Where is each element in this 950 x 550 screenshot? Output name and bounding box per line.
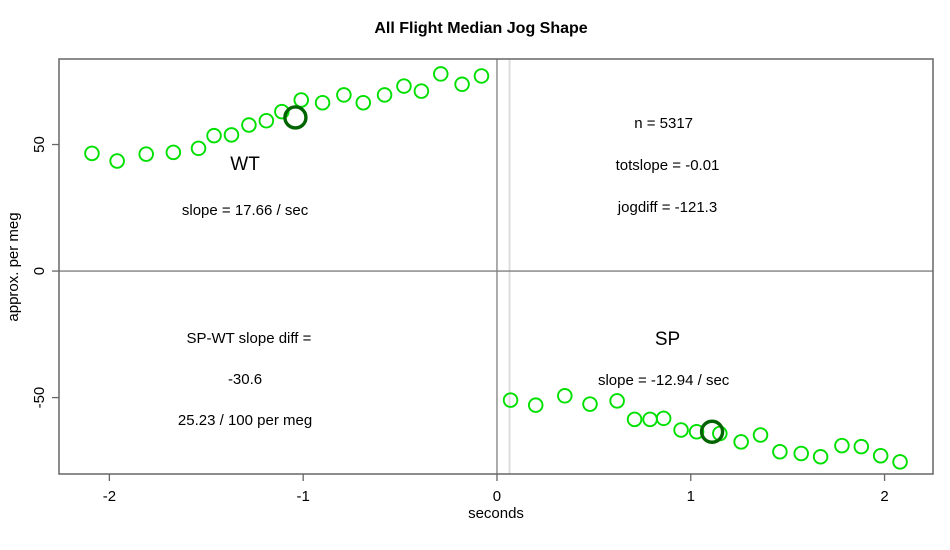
x-tick-label: -2 <box>103 488 116 505</box>
data-point-wt <box>84 145 100 162</box>
annotation-stat: slope = 17.66 / sec <box>182 202 309 219</box>
annotation-group-label: SP <box>655 329 680 350</box>
data-point-sp <box>688 423 705 440</box>
annotation-stat: 25.23 / 100 per meg <box>178 412 312 429</box>
data-point-wt <box>473 68 490 84</box>
x-tick-label: 2 <box>880 488 888 505</box>
y-tick-label: -50 <box>31 387 48 409</box>
data-point-wt <box>223 127 240 143</box>
data-point-wt <box>413 83 430 99</box>
data-point-sp <box>853 438 870 455</box>
annotation-stat: totslope = -0.01 <box>616 157 720 174</box>
data-point-wt <box>165 144 182 161</box>
data-point-sp <box>752 427 769 443</box>
data-point-sp <box>772 443 788 460</box>
data-point-wt <box>241 117 257 133</box>
data-point-sp <box>812 449 829 465</box>
data-point-sp <box>557 388 573 404</box>
data-point-wt <box>355 95 372 111</box>
data-point-sp <box>626 411 643 428</box>
data-point-wt <box>293 92 309 108</box>
data-point-wt <box>396 78 412 94</box>
y-tick-label: 0 <box>31 267 48 275</box>
data-point-sp <box>793 445 809 462</box>
data-point-sp <box>733 434 749 450</box>
data-point-wt <box>206 127 222 144</box>
data-point-wt <box>190 140 207 157</box>
data-point-sp <box>582 396 598 412</box>
data-point-wt <box>314 95 331 111</box>
data-point-sp <box>655 410 672 427</box>
plot-area: -2 -1 0 1 2 -50 0 50 WT slope = 17.66 / sec n = 53… <box>31 58 934 505</box>
data-point-wt <box>258 112 275 129</box>
y-axis-label: approx. per meg <box>5 212 22 321</box>
data-point-sp <box>502 392 519 408</box>
data-point-sp <box>872 448 889 464</box>
data-point-sp <box>892 454 908 470</box>
data-point-sp <box>673 422 689 438</box>
chart-title: All Flight Median Jog Shape <box>374 20 587 37</box>
annotation-stat: -30.6 <box>228 371 262 388</box>
x-tick-label: -1 <box>297 488 310 505</box>
data-point-wt <box>454 76 470 93</box>
highlight-point-wt <box>283 105 308 130</box>
data-point-sp <box>527 397 544 413</box>
data-point-wt <box>376 87 393 103</box>
data-point-wt <box>138 146 154 162</box>
data-point-sp <box>642 411 658 428</box>
x-axis-label: seconds <box>468 505 524 522</box>
data-point-wt <box>433 66 449 82</box>
plot-frame <box>58 58 934 475</box>
highlight-point-sp <box>699 419 725 444</box>
x-tick-label: 1 <box>687 488 695 505</box>
x-tick-label: 0 <box>493 488 501 505</box>
data-point-wt <box>109 153 125 169</box>
data-point-sp <box>609 393 625 409</box>
y-tick-label: 50 <box>31 136 48 153</box>
annotation-group-label: WT <box>230 154 260 175</box>
data-point-sp <box>834 437 850 454</box>
annotation-stat: jogdiff = -121.3 <box>617 199 717 216</box>
annotation-stat: SP-WT slope diff = <box>186 330 311 347</box>
annotation-stat: slope = -12.94 / sec <box>598 372 730 389</box>
data-point-wt <box>336 87 352 103</box>
annotation-stat: n = 5317 <box>634 115 693 132</box>
